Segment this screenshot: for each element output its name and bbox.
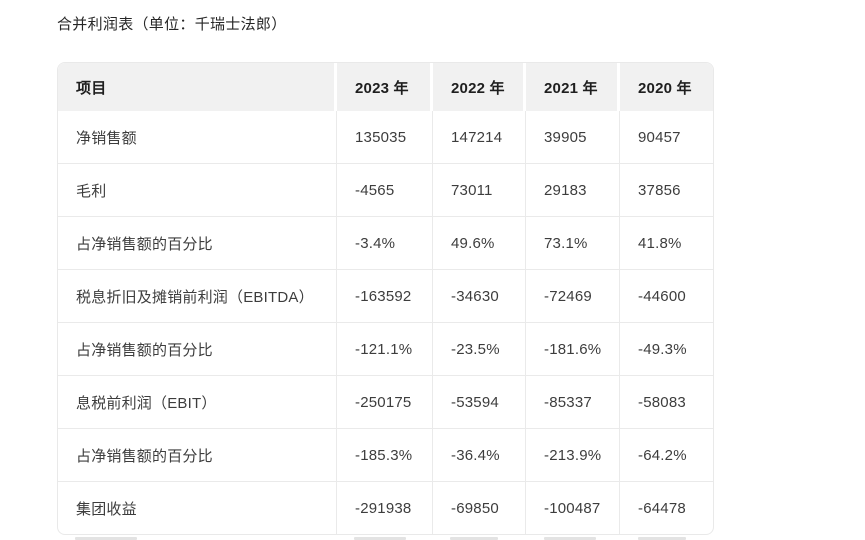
row-label: 息税前利润（EBIT） bbox=[58, 376, 337, 428]
column-header-year-2021: 2021 年 bbox=[526, 63, 620, 111]
cell-value: 37856 bbox=[638, 181, 681, 199]
cell-value: -44600 bbox=[638, 287, 686, 305]
row-label: 占净销售额的百分比 bbox=[58, 217, 337, 269]
row-label: 税息折旧及摊销前利润（EBITDA） bbox=[58, 270, 337, 322]
table-row: 息税前利润（EBIT） -250175 -53594 -85337 -58083 bbox=[58, 375, 713, 428]
row-label: 占净销售额的百分比 bbox=[58, 429, 337, 481]
cell-value: -36.4% bbox=[433, 429, 526, 481]
column-header-year-2022: 2022 年 bbox=[433, 63, 526, 111]
row-label: 毛利 bbox=[58, 164, 337, 216]
cell-value: 147214 bbox=[433, 111, 526, 163]
cell-value: 39905 bbox=[526, 111, 620, 163]
cell-value: -69850 bbox=[433, 482, 526, 534]
page-title: 合并利润表（单位：千瑞士法郎） bbox=[57, 16, 287, 33]
table-row: 税息折旧及摊销前利润（EBITDA） -163592 -34630 -72469… bbox=[58, 269, 713, 322]
cell-value: -291938 bbox=[337, 482, 433, 534]
table-header-row: 项目 2023 年 2022 年 2021 年 2020 年 bbox=[58, 63, 713, 111]
table-row: 集团收益 -291938 -69850 -100487 -64478 bbox=[58, 481, 713, 534]
row-label: 净销售额 bbox=[58, 111, 337, 163]
cell-value: -72469 bbox=[526, 270, 620, 322]
cell-value: -4565 bbox=[337, 164, 433, 216]
cell-value: -213.9% bbox=[526, 429, 620, 481]
cell-value: -163592 bbox=[337, 270, 433, 322]
cell-value: 73011 bbox=[433, 164, 526, 216]
cell-value: -53594 bbox=[433, 376, 526, 428]
cell-value: -100487 bbox=[526, 482, 620, 534]
cell-value: -85337 bbox=[526, 376, 620, 428]
cell-value: -250175 bbox=[337, 376, 433, 428]
cell-value: -181.6% bbox=[526, 323, 620, 375]
cell-value: -121.1% bbox=[337, 323, 433, 375]
column-header-item: 项目 bbox=[58, 63, 337, 111]
column-header-year-2023: 2023 年 bbox=[337, 63, 433, 111]
cell-value: 73.1% bbox=[526, 217, 620, 269]
cell-value: 29183 bbox=[526, 164, 620, 216]
row-label: 占净销售额的百分比 bbox=[58, 323, 337, 375]
table-row: 占净销售额的百分比 -3.4% 49.6% 73.1% 41.8% bbox=[58, 216, 713, 269]
cell-value: -3.4% bbox=[337, 217, 433, 269]
cell-value: -49.3% bbox=[638, 340, 687, 358]
cell-value: -23.5% bbox=[433, 323, 526, 375]
cell-value: -58083 bbox=[638, 393, 686, 411]
cell-value: -64478 bbox=[638, 499, 686, 517]
cell-value: 90457 bbox=[638, 128, 681, 146]
table-row: 毛利 -4565 73011 29183 37856 bbox=[58, 163, 713, 216]
table-row: 占净销售额的百分比 -121.1% -23.5% -181.6% -49.3% bbox=[58, 322, 713, 375]
cell-value: -185.3% bbox=[337, 429, 433, 481]
income-statement-table: 项目 2023 年 2022 年 2021 年 2020 年 净销售额 1350… bbox=[57, 62, 714, 535]
table-row: 占净销售额的百分比 -185.3% -36.4% -213.9% -64.2% bbox=[58, 428, 713, 481]
cell-value: 41.8% bbox=[638, 234, 682, 252]
table-row: 净销售额 135035 147214 39905 90457 bbox=[58, 111, 713, 163]
cell-value: 49.6% bbox=[433, 217, 526, 269]
cell-value: -64.2% bbox=[638, 446, 687, 464]
column-header-year-2020: 2020 年 bbox=[620, 63, 713, 111]
cell-value: 135035 bbox=[337, 111, 433, 163]
cell-value: -34630 bbox=[433, 270, 526, 322]
table-body: 净销售额 135035 147214 39905 90457 毛利 -4565 … bbox=[58, 111, 713, 534]
row-label: 集团收益 bbox=[58, 482, 337, 534]
